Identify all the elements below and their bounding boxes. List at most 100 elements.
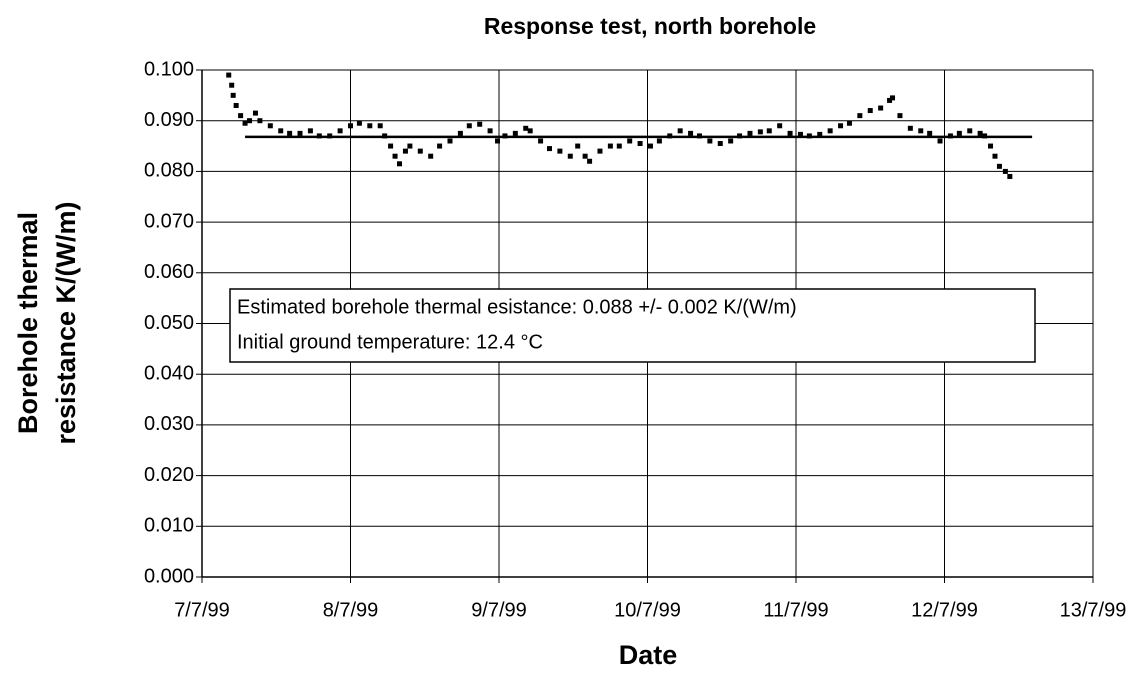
point bbox=[367, 123, 373, 129]
point bbox=[538, 138, 544, 144]
y-tick-label: 0.000 bbox=[144, 565, 194, 587]
point bbox=[757, 129, 763, 135]
point bbox=[337, 128, 343, 134]
point bbox=[229, 82, 235, 88]
point bbox=[927, 130, 933, 136]
point bbox=[996, 163, 1002, 169]
y-tick-label: 0.090 bbox=[144, 109, 194, 131]
marks bbox=[226, 72, 1033, 179]
y-axis-title: Borehole thermal bbox=[13, 212, 43, 434]
point bbox=[656, 138, 662, 144]
point bbox=[616, 143, 622, 149]
x-tick-label: 13/7/99 bbox=[1060, 599, 1127, 621]
point bbox=[857, 113, 863, 119]
point bbox=[437, 143, 443, 149]
chart-title: Response test, north borehole bbox=[484, 13, 816, 39]
point bbox=[247, 118, 253, 124]
point bbox=[575, 143, 581, 149]
point bbox=[512, 130, 518, 136]
point bbox=[356, 120, 362, 126]
point bbox=[242, 120, 248, 126]
point bbox=[956, 130, 962, 136]
point bbox=[817, 131, 823, 137]
point bbox=[777, 123, 783, 129]
x-tick-label: 12/7/99 bbox=[911, 599, 978, 621]
annotation: Estimated borehole thermal esistance: 0.… bbox=[237, 296, 797, 318]
y-tick-label: 0.030 bbox=[144, 413, 194, 435]
annotation: Initial ground temperature: 12.4 °C bbox=[237, 331, 543, 353]
point bbox=[388, 143, 394, 149]
point bbox=[846, 120, 852, 126]
point bbox=[1007, 173, 1013, 179]
point bbox=[477, 121, 483, 127]
point bbox=[417, 148, 423, 154]
point bbox=[407, 143, 413, 149]
point bbox=[287, 130, 293, 136]
point bbox=[428, 153, 434, 159]
point bbox=[787, 130, 793, 136]
y-axis-title: resistance K/(W/m) bbox=[51, 201, 81, 444]
point bbox=[838, 123, 844, 129]
point bbox=[988, 143, 994, 149]
point bbox=[717, 141, 723, 147]
point bbox=[348, 123, 353, 129]
point bbox=[226, 72, 232, 78]
x-tick-label: 9/7/99 bbox=[471, 599, 527, 621]
point bbox=[647, 143, 653, 149]
point bbox=[487, 128, 493, 134]
point bbox=[1002, 168, 1008, 174]
x-axis-title: Date bbox=[619, 640, 678, 670]
point bbox=[637, 141, 643, 147]
point bbox=[688, 130, 694, 136]
y-tick-label: 0.080 bbox=[144, 160, 194, 182]
point bbox=[567, 153, 573, 159]
point bbox=[447, 138, 453, 144]
y-tick-label: 0.040 bbox=[144, 362, 194, 384]
point bbox=[878, 105, 884, 111]
point bbox=[918, 128, 924, 134]
point bbox=[238, 113, 244, 119]
point bbox=[257, 118, 263, 124]
point bbox=[627, 138, 633, 144]
point bbox=[747, 130, 753, 136]
point bbox=[907, 125, 913, 131]
point bbox=[377, 123, 383, 129]
point bbox=[527, 128, 533, 134]
point bbox=[897, 113, 903, 119]
x-tick-label: 10/7/99 bbox=[614, 599, 681, 621]
point bbox=[267, 123, 273, 129]
point bbox=[827, 128, 833, 134]
point bbox=[677, 128, 683, 134]
point bbox=[252, 110, 258, 116]
y-tick-label: 0.050 bbox=[144, 312, 194, 334]
point bbox=[597, 148, 603, 154]
y-tick-label: 0.060 bbox=[144, 261, 194, 283]
point bbox=[887, 97, 893, 103]
point bbox=[587, 158, 593, 164]
point bbox=[992, 153, 998, 159]
point bbox=[766, 128, 772, 134]
point bbox=[797, 131, 803, 137]
point bbox=[728, 138, 734, 144]
point bbox=[937, 138, 943, 144]
point bbox=[557, 148, 563, 154]
point bbox=[466, 123, 472, 129]
point bbox=[457, 130, 463, 136]
y-tick-label: 0.070 bbox=[144, 210, 194, 232]
point bbox=[546, 146, 552, 152]
x-tick-label: 8/7/99 bbox=[323, 599, 379, 621]
y-tick-label: 0.010 bbox=[144, 515, 194, 537]
point bbox=[495, 138, 501, 144]
point bbox=[890, 95, 896, 101]
annotation-box bbox=[229, 288, 1036, 363]
point bbox=[297, 130, 303, 136]
point bbox=[523, 125, 529, 131]
point bbox=[967, 128, 973, 134]
point bbox=[230, 92, 236, 98]
x-tick-label: 11/7/99 bbox=[763, 599, 828, 621]
point bbox=[707, 138, 713, 144]
point bbox=[867, 108, 873, 114]
point bbox=[392, 153, 398, 159]
point bbox=[397, 161, 403, 167]
